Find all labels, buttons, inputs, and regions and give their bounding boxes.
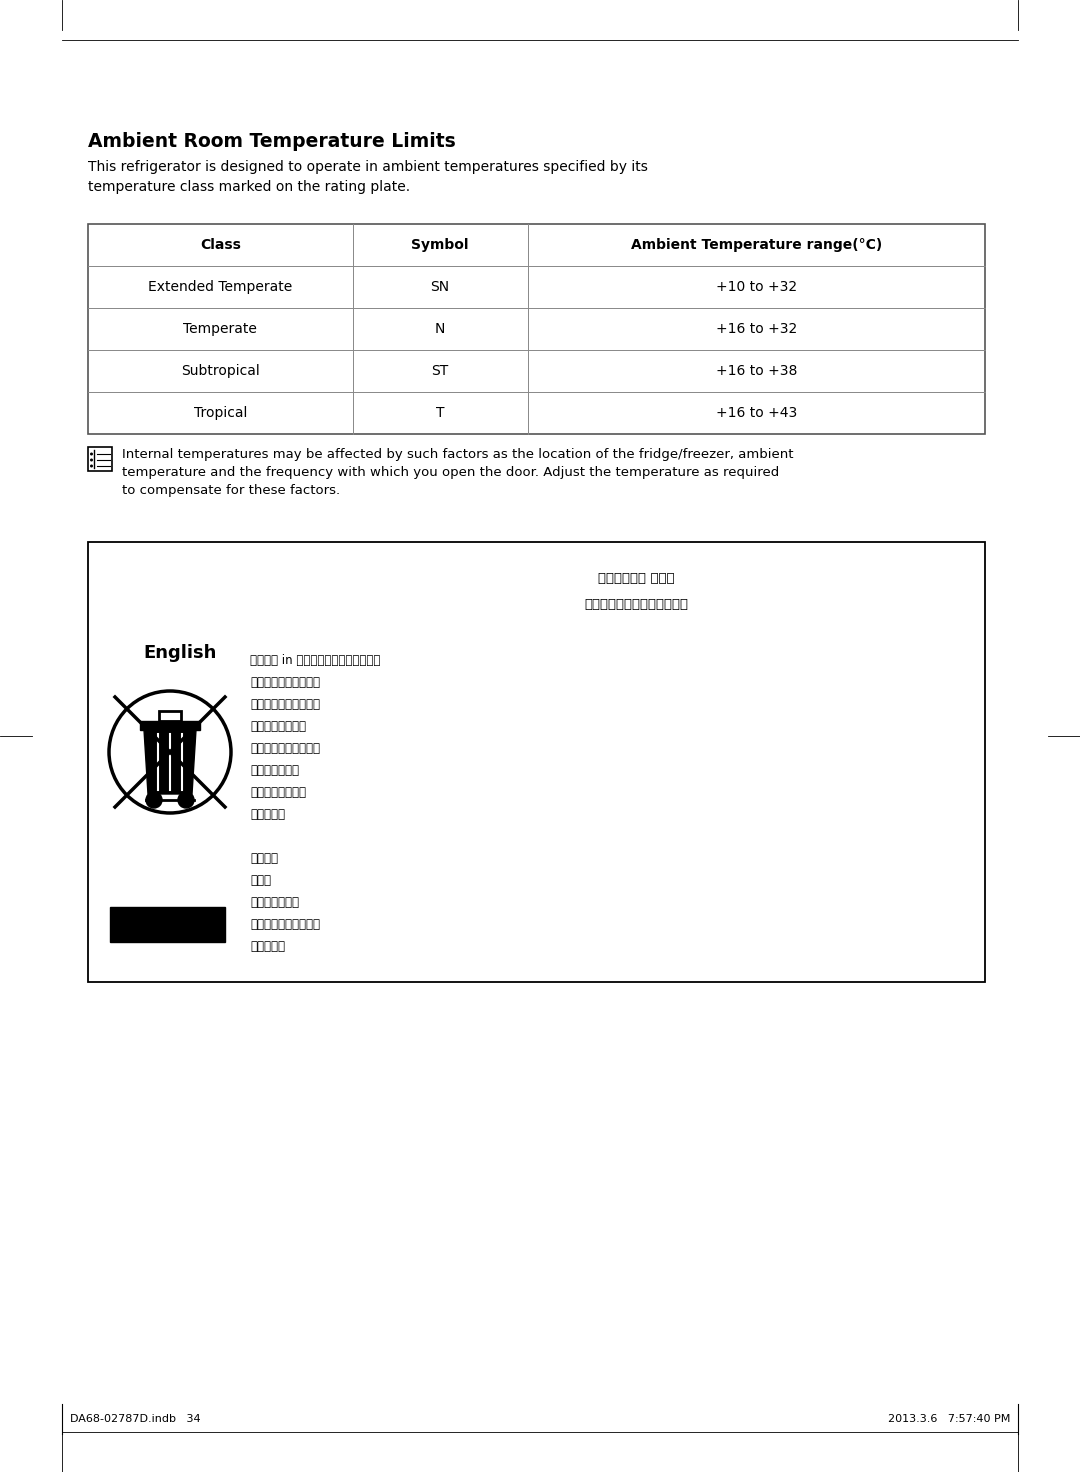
- Text: N: N: [435, 322, 445, 336]
- Text: Tropical: Tropical: [193, 406, 247, 420]
- Bar: [87, 542, 985, 982]
- Text: 渡してください。: 渡してください。: [249, 720, 306, 733]
- Text: Internal temperatures may be affected by such factors as the location of the fri: Internal temperatures may be affected by…: [122, 447, 794, 498]
- Text: T: T: [436, 406, 444, 420]
- Text: Extended Temperate: Extended Temperate: [148, 280, 293, 294]
- Text: +16 to +43: +16 to +43: [716, 406, 797, 420]
- Text: リサイクル・チームに: リサイクル・チームに: [249, 698, 320, 711]
- Text: Class: Class: [200, 238, 241, 252]
- Circle shape: [90, 465, 93, 468]
- Text: この製品の処分方法について: この製品の処分方法について: [584, 598, 689, 611]
- Text: 事業者: 事業者: [249, 874, 271, 888]
- Text: 検定スペック の確認: 検定スペック の確認: [598, 573, 675, 584]
- Text: DA68-02787D.indb   34: DA68-02787D.indb 34: [70, 1415, 201, 1423]
- Text: +16 to +38: +16 to +38: [716, 364, 797, 378]
- Bar: [87, 224, 985, 434]
- Bar: [110, 907, 225, 942]
- Text: 2013.3.6   7:57:40 PM: 2013.3.6 7:57:40 PM: [888, 1415, 1010, 1423]
- Text: クリック・楽器の廃棄: クリック・楽器の廃棄: [249, 919, 320, 930]
- Text: コレクター・チームに: コレクター・チームに: [249, 676, 320, 689]
- Text: については: については: [249, 941, 285, 952]
- Text: 環境保護と人の: 環境保護と人の: [249, 764, 299, 777]
- Text: 一詳細はここを: 一詳細はここを: [249, 896, 299, 910]
- Text: リサイクルすることで: リサイクルすることで: [249, 742, 320, 755]
- Text: This refrigerator is designed to operate in ambient temperatures specified by it: This refrigerator is designed to operate…: [87, 160, 648, 194]
- Bar: [140, 721, 200, 730]
- Bar: [87, 447, 112, 471]
- Text: Ambient Temperature range(°C): Ambient Temperature range(°C): [631, 238, 882, 252]
- Text: 健康を守ることに: 健康を守ることに: [249, 786, 306, 799]
- Circle shape: [90, 452, 93, 455]
- Text: English: English: [143, 645, 216, 662]
- Circle shape: [146, 792, 162, 808]
- Text: 外部時間: 外部時間: [249, 852, 278, 866]
- Text: +10 to +32: +10 to +32: [716, 280, 797, 294]
- Text: Symbol: Symbol: [411, 238, 469, 252]
- Text: ST: ST: [431, 364, 448, 378]
- Text: Ambient Room Temperature Limits: Ambient Room Temperature Limits: [87, 132, 456, 152]
- Text: SN: SN: [431, 280, 449, 294]
- Circle shape: [178, 792, 194, 808]
- Bar: [159, 711, 181, 721]
- Text: Subtropical: Subtropical: [181, 364, 259, 378]
- Polygon shape: [144, 730, 195, 793]
- Text: +16 to +32: +16 to +32: [716, 322, 797, 336]
- Text: この製品 in 各地の分離回収システムを: この製品 in 各地の分離回収システムを: [249, 654, 380, 667]
- Circle shape: [90, 458, 93, 462]
- Text: なります。: なります。: [249, 808, 285, 821]
- Text: Temperate: Temperate: [184, 322, 257, 336]
